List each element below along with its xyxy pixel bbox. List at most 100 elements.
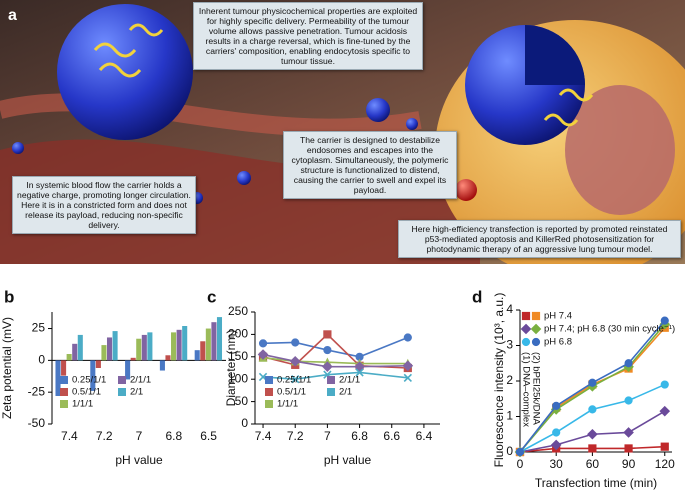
marker [291,338,300,347]
bar [165,355,171,361]
legend-note: (1) DNA–complex [520,352,531,427]
marker [659,405,671,417]
marker [624,364,633,373]
x-tick-label: 6.6 [383,429,400,443]
bar [95,360,101,368]
line [519,323,666,453]
line [263,336,409,358]
legend-label: pH 7.4; pH 6.8 (30 min cycle⁻¹) [544,324,675,335]
bar [171,332,177,361]
marker [660,316,669,325]
x-tick-label: 90 [622,457,636,471]
marker [355,368,364,377]
marker [531,337,541,347]
line [519,320,666,453]
legend-swatch [327,388,335,396]
marker [258,352,268,361]
carrier-small [12,142,24,154]
marker [515,447,525,457]
bar [147,332,153,361]
x-tick-label: 6.8 [351,429,368,443]
marker [521,311,531,321]
bar [106,337,113,361]
marker [289,355,301,367]
bar [72,343,78,361]
x-tick-label: 30 [550,457,564,471]
carrier-small [237,171,251,185]
dna [93,23,164,78]
legend-swatch [60,376,68,384]
callout: Inherent tumour physicochemical properti… [193,2,423,71]
marker [514,446,526,458]
marker [290,356,300,366]
marker [588,378,597,387]
bar [130,357,136,361]
bar [55,360,61,396]
legend-label: 1/1/1 [277,399,298,410]
y-axis-label: Diameter (nm) [224,330,238,407]
y-tick-label: 200 [228,327,248,341]
legend-swatch [265,376,273,384]
marker [550,439,562,451]
carrier-cutaway [525,25,585,85]
vessel-wall [0,93,422,137]
marker [624,359,633,368]
bar [200,341,206,361]
callout: The carrier is designed to destabilize e… [283,131,457,200]
marker [530,323,542,335]
marker [623,361,634,373]
marker [660,380,669,389]
bar [125,360,131,380]
marker [588,405,597,414]
legend-label: 2/1 [130,387,143,398]
line [262,353,408,368]
carrier-small [366,98,390,122]
legend-label: 0.25/1/1 [72,375,106,386]
marker [403,358,413,368]
bar [112,331,118,361]
legend-swatch [265,388,273,396]
legend-swatch [265,400,273,408]
marker [552,428,561,437]
callout: In systemic blood flow the carrier holds… [12,176,196,235]
marker [623,427,634,438]
x-tick-label: 7.2 [96,429,113,443]
y-tick-label: 0 [241,416,248,430]
marker [354,361,365,372]
marker [550,404,562,415]
x-tick-label: 120 [655,457,675,471]
marker [624,444,633,453]
marker [520,323,532,335]
marker [323,345,332,355]
legend-label: 0.5/1/1 [277,387,306,398]
panel-label: d [472,287,482,306]
marker [515,447,525,457]
callout: Here high-efficiency transfection is rep… [398,220,681,259]
x-axis-label: pH value [324,453,372,467]
marker [402,360,414,372]
bar [77,334,83,361]
x-tick-label: 7 [324,429,331,443]
x-axis-label: Transfection time (min) [535,476,657,490]
x-tick-label: 0 [517,457,524,471]
marker [588,444,597,453]
legend-swatch [118,388,126,396]
line [262,333,408,369]
y-tick-label: 1 [506,409,513,423]
legend-label: 0.25/1/1 [277,375,311,386]
marker [322,357,332,367]
legend-label: pH 6.8 [544,337,572,348]
marker [291,375,300,384]
legend-swatch [60,388,68,396]
dna [543,88,594,127]
y-axis-label: Zeta potential (mV) [0,317,14,419]
legend-swatch [118,376,126,384]
legend-swatch [327,376,335,384]
marker [258,339,268,348]
carrier-small [406,118,418,130]
bar [61,360,67,376]
legend-label: 0.5/1/1 [72,387,101,398]
line [519,383,666,453]
marker [514,446,526,458]
line [519,445,665,453]
